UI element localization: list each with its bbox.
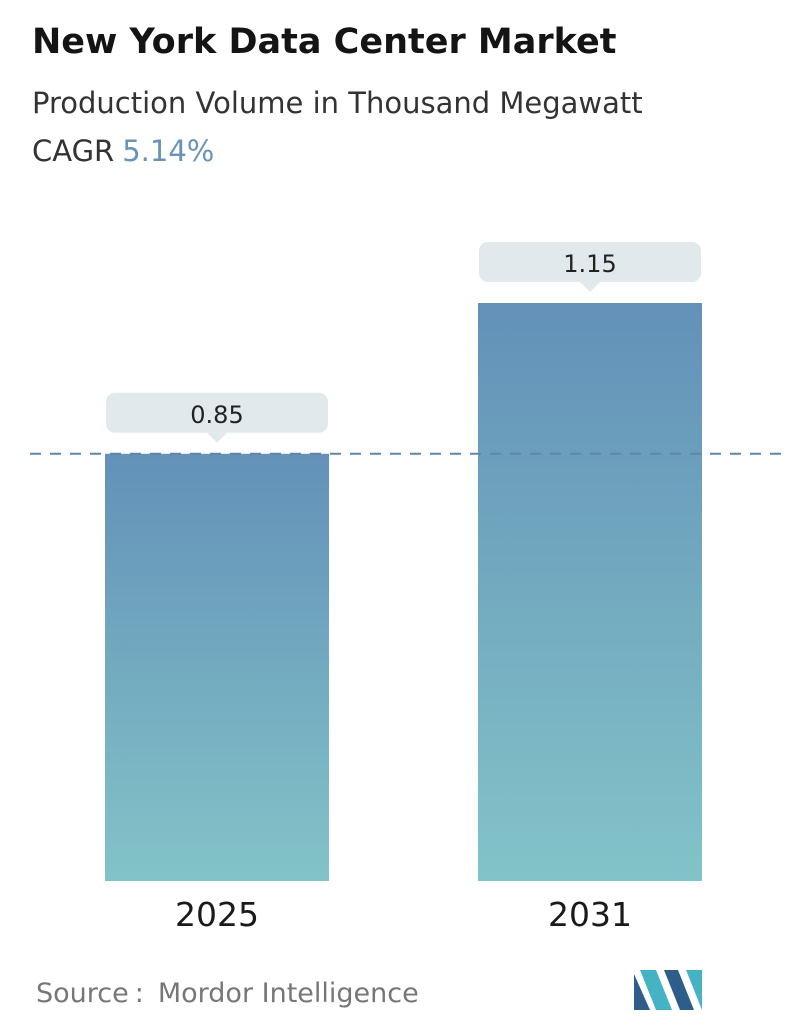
source-line: Source: Mordor Intelligence — [36, 978, 419, 1009]
mordor-intelligence-logo-icon — [634, 970, 702, 1010]
category-label-2025: 2025 — [175, 895, 259, 934]
value-label-pointer-2025 — [207, 432, 227, 443]
source-label: Source — [36, 978, 129, 1009]
value-label-box-2025 — [106, 392, 328, 433]
cagr-value: 5.14% — [122, 134, 215, 168]
value-label-box-2031 — [479, 242, 701, 282]
value-label-2025: 0.85 — [190, 401, 243, 429]
bar-chart: 0.85 2025 1.15 2031 — [30, 242, 782, 934]
chart-title: New York Data Center Market — [32, 22, 617, 62]
value-label-2031: 1.15 — [563, 250, 616, 278]
bar-2025 — [105, 453, 329, 881]
cagr-line: CAGR 5.14% — [32, 134, 214, 168]
bar-2031 — [478, 303, 702, 881]
cagr-label: CAGR — [32, 134, 115, 168]
source-separator: : — [134, 978, 144, 1009]
source-name: Mordor Intelligence — [157, 978, 419, 1009]
chart-subtitle: Production Volume in Thousand Megawatt — [32, 86, 643, 120]
value-label-pointer-2031 — [580, 282, 600, 292]
category-label-2031: 2031 — [548, 895, 632, 934]
